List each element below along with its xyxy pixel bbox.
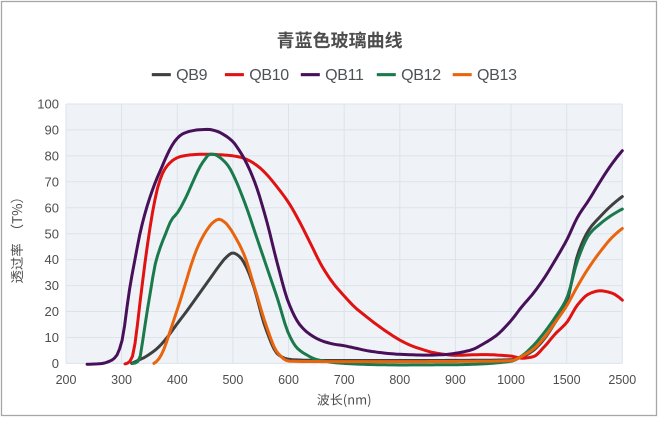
- svg-text:1500: 1500: [553, 373, 581, 387]
- svg-text:QB9: QB9: [176, 67, 208, 84]
- svg-text:1000: 1000: [497, 373, 525, 387]
- svg-text:60: 60: [45, 200, 59, 215]
- svg-text:400: 400: [167, 373, 188, 387]
- svg-text:80: 80: [45, 149, 59, 164]
- svg-text:QB12: QB12: [401, 67, 441, 84]
- svg-text:50: 50: [45, 226, 59, 241]
- svg-text:2500: 2500: [608, 373, 636, 387]
- svg-text:800: 800: [389, 373, 410, 387]
- svg-text:100: 100: [37, 97, 59, 112]
- svg-text:200: 200: [56, 373, 77, 387]
- svg-text:40: 40: [45, 252, 59, 267]
- svg-text:600: 600: [278, 373, 299, 387]
- svg-text:0: 0: [52, 356, 59, 371]
- svg-text:20: 20: [45, 304, 59, 319]
- svg-text:700: 700: [334, 373, 355, 387]
- svg-text:70: 70: [45, 174, 59, 189]
- svg-text:90: 90: [45, 123, 59, 138]
- svg-text:QB13: QB13: [477, 67, 517, 84]
- svg-text:300: 300: [111, 373, 132, 387]
- svg-text:QB11: QB11: [325, 67, 364, 84]
- svg-text:30: 30: [45, 278, 59, 293]
- svg-text:900: 900: [445, 373, 466, 387]
- svg-text:10: 10: [45, 330, 59, 345]
- svg-text:500: 500: [222, 373, 243, 387]
- svg-text:QB10: QB10: [249, 67, 289, 84]
